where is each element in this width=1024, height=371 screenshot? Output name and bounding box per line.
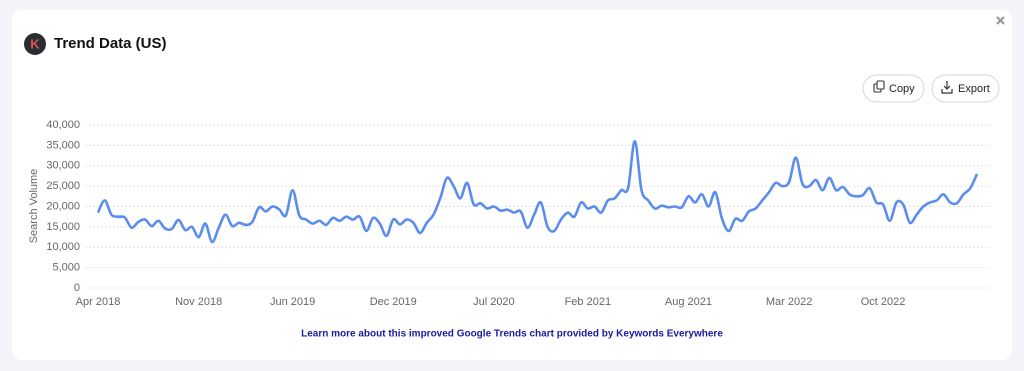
- y-tick-label: 5,000: [52, 262, 80, 274]
- close-button[interactable]: [996, 16, 1005, 25]
- y-tick-label: 0: [74, 282, 80, 294]
- export-label: Export: [958, 83, 990, 95]
- y-tick-label: 30,000: [46, 160, 80, 172]
- chart-title: Trend Data (US): [54, 35, 167, 52]
- x-tick-label: Aug 2021: [665, 296, 712, 308]
- copy-label: Copy: [889, 83, 915, 95]
- x-tick-label: Nov 2018: [175, 296, 222, 308]
- modal: [12, 10, 1012, 360]
- x-tick-label: Jul 2020: [473, 296, 515, 308]
- y-tick-label: 25,000: [46, 180, 80, 192]
- y-tick-label: 35,000: [46, 139, 80, 151]
- copy-icon: [873, 80, 885, 93]
- y-axis-title: Search Volume: [28, 169, 40, 244]
- x-tick-label: Feb 2021: [565, 296, 611, 308]
- export-icon: [941, 81, 953, 94]
- y-tick-label: 20,000: [46, 200, 80, 212]
- logo: [24, 33, 46, 55]
- export-button[interactable]: [931, 74, 1000, 103]
- x-tick-label: Jun 2019: [270, 296, 315, 308]
- trend-line: [96, 139, 979, 244]
- y-tick-label: 15,000: [46, 221, 80, 233]
- x-tick-label: Apr 2018: [76, 296, 121, 308]
- x-tick-label: Mar 2022: [766, 296, 812, 308]
- x-tick-label: Oct 2022: [861, 296, 906, 308]
- logo-letter: K: [30, 36, 40, 51]
- footer-link[interactable]: Learn more about this improved Google Tr…: [301, 329, 723, 340]
- y-tick-label: 40,000: [46, 119, 80, 131]
- x-tick-label: Dec 2019: [370, 296, 417, 308]
- y-tick-label: 10,000: [46, 241, 80, 253]
